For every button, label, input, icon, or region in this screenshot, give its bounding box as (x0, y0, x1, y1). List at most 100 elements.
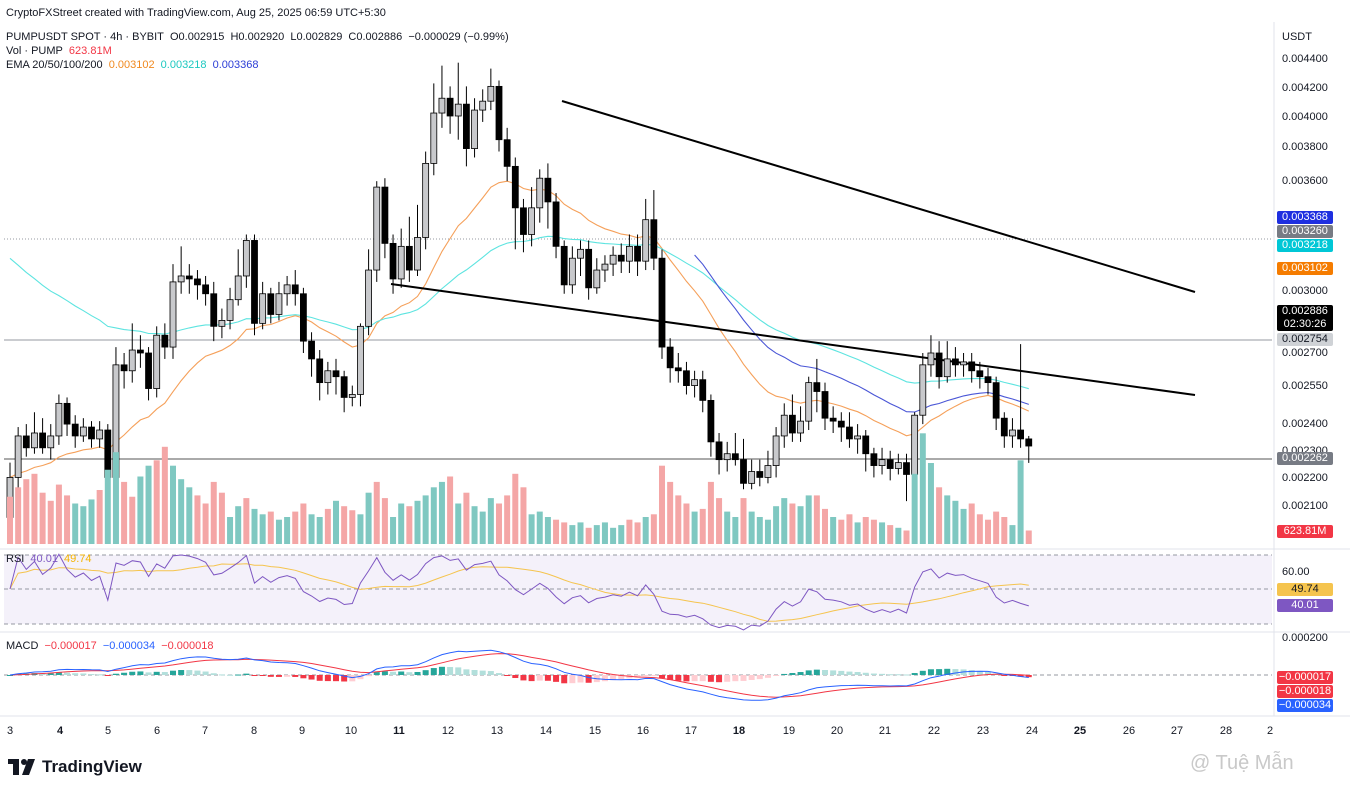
macd-histogram-bar (316, 675, 323, 681)
rsi-value: 40.01 (30, 553, 58, 565)
macd-histogram-bar (601, 675, 608, 682)
macd-histogram-bar (773, 675, 780, 676)
volume-bar (887, 525, 894, 544)
volume-bar (438, 481, 445, 544)
ema-blue-line (694, 254, 1029, 413)
ema-value-cyan: 0.003218 (160, 59, 207, 71)
badge-support: 0.002754 (1277, 333, 1333, 346)
volume-bar (479, 511, 486, 544)
volume-bar (96, 490, 103, 544)
volume-bar (333, 500, 339, 544)
volume-bar (153, 460, 160, 544)
volume-bar (373, 481, 380, 544)
rsi-pane (4, 553, 1272, 631)
macd-histogram-bar (308, 675, 315, 680)
macd-histogram-bar (952, 669, 959, 675)
macd-histogram-bar (422, 670, 429, 675)
tradingview-logo-icon (8, 759, 35, 775)
candle-body (976, 370, 984, 378)
date-tick-label: 28 (1220, 725, 1232, 737)
volume-bar (259, 514, 266, 544)
macd-histogram-bar (927, 669, 934, 675)
candle-body (194, 278, 201, 286)
candle-body (430, 112, 438, 164)
volume-bar (675, 495, 682, 544)
candle-body (389, 242, 397, 280)
date-tick-label: 21 (879, 725, 891, 737)
candle-body (340, 376, 348, 398)
candle-body (55, 402, 63, 437)
ema-label[interactable]: EMA 20/50/100/200 (6, 59, 103, 71)
candle-body (886, 459, 894, 469)
macd-histogram-bar (577, 675, 584, 683)
candle-body (348, 394, 356, 398)
badge-level-top: 0.003260 (1277, 225, 1333, 238)
macd-histogram-bar (202, 671, 209, 675)
macd-histogram-bar (805, 670, 812, 675)
macd-histogram-bar (112, 673, 119, 675)
price-tick-label: 0.003800 (1282, 141, 1328, 153)
macd-histogram-bar (512, 675, 519, 679)
candle-body (120, 364, 128, 372)
macd-histogram-bar (194, 670, 201, 675)
macd-histogram-bar (267, 675, 274, 677)
macd-axis-top: 0.000200 (1282, 632, 1328, 644)
volume-bar (496, 503, 502, 544)
volume-bar (455, 503, 462, 544)
symbol-line[interactable]: PUMPUSDT SPOT · 4h · BYBIT (6, 31, 164, 43)
volume-bar (822, 508, 828, 544)
macd-histogram-bar (137, 671, 144, 675)
candle-body (1017, 429, 1024, 440)
candle-body (145, 352, 152, 389)
candle-body (764, 465, 772, 478)
candle-body (699, 379, 707, 401)
attribution-text: CryptoFXStreet created with TradingView.… (6, 7, 386, 19)
candle-body (128, 349, 136, 372)
macd-histogram-bar (675, 675, 682, 681)
volume-bar (284, 517, 291, 544)
vol-label[interactable]: Vol · PUMP (6, 45, 63, 57)
volume-bar (365, 492, 372, 544)
badge-last-price: 0.002886 02:30:26 (1277, 305, 1333, 331)
volume-bar (178, 479, 185, 544)
volume-bar (80, 506, 87, 544)
ema-legend: EMA 20/50/100/200 0.003102 0.003218 0.00… (6, 59, 262, 71)
volume-bar (406, 506, 413, 544)
candle-body (674, 367, 682, 372)
macd-histogram-bar (121, 672, 128, 675)
tradingview-logo[interactable]: TradingView (8, 757, 142, 777)
macd-histogram-bar (748, 675, 755, 680)
volume-bar (895, 527, 902, 544)
candle-body (218, 320, 226, 327)
price-tick-label: 0.004000 (1282, 111, 1328, 123)
rsi-label[interactable]: RSI (6, 553, 25, 565)
candle-body (63, 402, 71, 425)
macd-histogram-bar (39, 673, 46, 675)
candle-body (1025, 438, 1033, 447)
candle-body (324, 370, 332, 384)
rsi-ma-value: 49.74 (64, 553, 92, 565)
macd-histogram-bar (398, 671, 405, 675)
macd-label[interactable]: MACD (6, 640, 39, 652)
macd-histogram-bar (1025, 675, 1032, 678)
macd-histogram-bar (870, 673, 877, 675)
date-tick-label: 22 (928, 725, 940, 737)
volume-bar (463, 492, 470, 544)
volume-bar (642, 517, 649, 544)
volume-bar (553, 519, 560, 544)
macd-histogram-bar (381, 671, 388, 675)
volume-bar (781, 498, 788, 544)
macd-histogram-bar (178, 670, 185, 675)
candle-body (251, 240, 258, 324)
candle-body (715, 441, 723, 461)
macd-histogram-bar (846, 671, 853, 675)
macd-histogram-bar (985, 671, 991, 675)
badge-rsi: 40.01 (1277, 599, 1333, 612)
volume-bar (243, 498, 250, 544)
macd-histogram-bar (463, 669, 470, 675)
volume-bar (1009, 525, 1016, 544)
volume-bar (1025, 530, 1032, 544)
volume-bar (838, 519, 845, 544)
candle-body (202, 284, 210, 295)
